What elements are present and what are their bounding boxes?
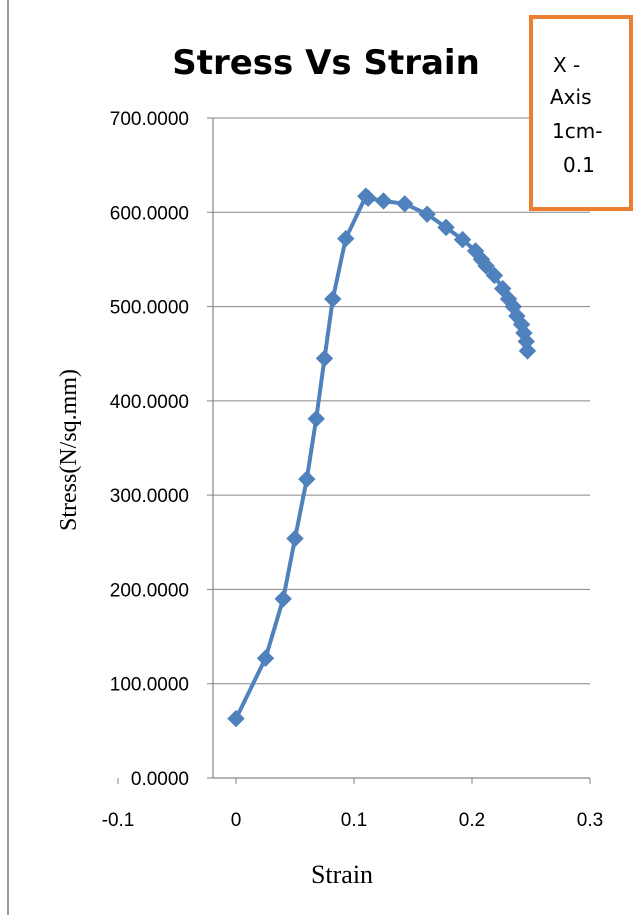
x-axis-label: Strain <box>311 860 373 889</box>
y-tick-label: 200.0000 <box>110 580 189 601</box>
data-point <box>298 470 316 488</box>
data-point <box>453 230 472 249</box>
y-tick-label: 500.0000 <box>110 298 189 319</box>
gridlines <box>207 117 590 779</box>
data-point <box>396 195 414 213</box>
data-point <box>324 290 342 308</box>
y-tick-labels: 0.0000 100.0000 200.0000 300.0000 400.0000 50… <box>110 109 189 790</box>
chart-title: Stress Vs Strain <box>172 43 480 83</box>
data-point <box>485 266 504 285</box>
data-point <box>518 342 537 360</box>
x-tick-label: 0.1 <box>341 810 367 831</box>
note-line-2: Axis <box>550 85 592 109</box>
data-point <box>477 257 495 275</box>
y-axis-label: Stress(N/sq.mm) <box>56 369 82 531</box>
x-tick-label: 0.3 <box>577 810 603 831</box>
data-point <box>337 229 355 248</box>
y-tick-label: 400.0000 <box>110 392 189 413</box>
y-tick-label: 600.0000 <box>110 203 189 224</box>
note-box <box>529 15 633 211</box>
note-line-4: 0.1 <box>563 153 595 177</box>
data-point <box>437 218 455 237</box>
x-tick-label: -0.1 <box>102 810 135 831</box>
y-tick-label: 700.0000 <box>110 109 189 130</box>
data-point <box>274 590 292 608</box>
data-point <box>359 189 377 207</box>
x-tick-labels: -0.1 0 0.1 0.2 0.3 <box>102 778 603 831</box>
data-point <box>315 349 334 368</box>
data-point <box>418 205 436 223</box>
series-stress-strain <box>227 187 537 728</box>
data-point <box>256 649 275 667</box>
y-tick-label: 0.0000 <box>131 769 189 790</box>
y-tick-label: 300.0000 <box>110 486 189 507</box>
data-point <box>374 192 393 210</box>
data-point <box>227 709 245 728</box>
data-point <box>307 410 325 428</box>
data-point <box>286 529 304 548</box>
note-line-3: 1cm- <box>552 119 602 143</box>
x-tick-label: 0 <box>231 810 242 831</box>
axis-scale-note: X - Axis 1cm- 0.1 <box>529 15 633 211</box>
x-tick-label: 0.2 <box>459 810 485 831</box>
y-tick-label: 100.0000 <box>110 675 189 696</box>
note-line-1: X - <box>553 53 580 77</box>
